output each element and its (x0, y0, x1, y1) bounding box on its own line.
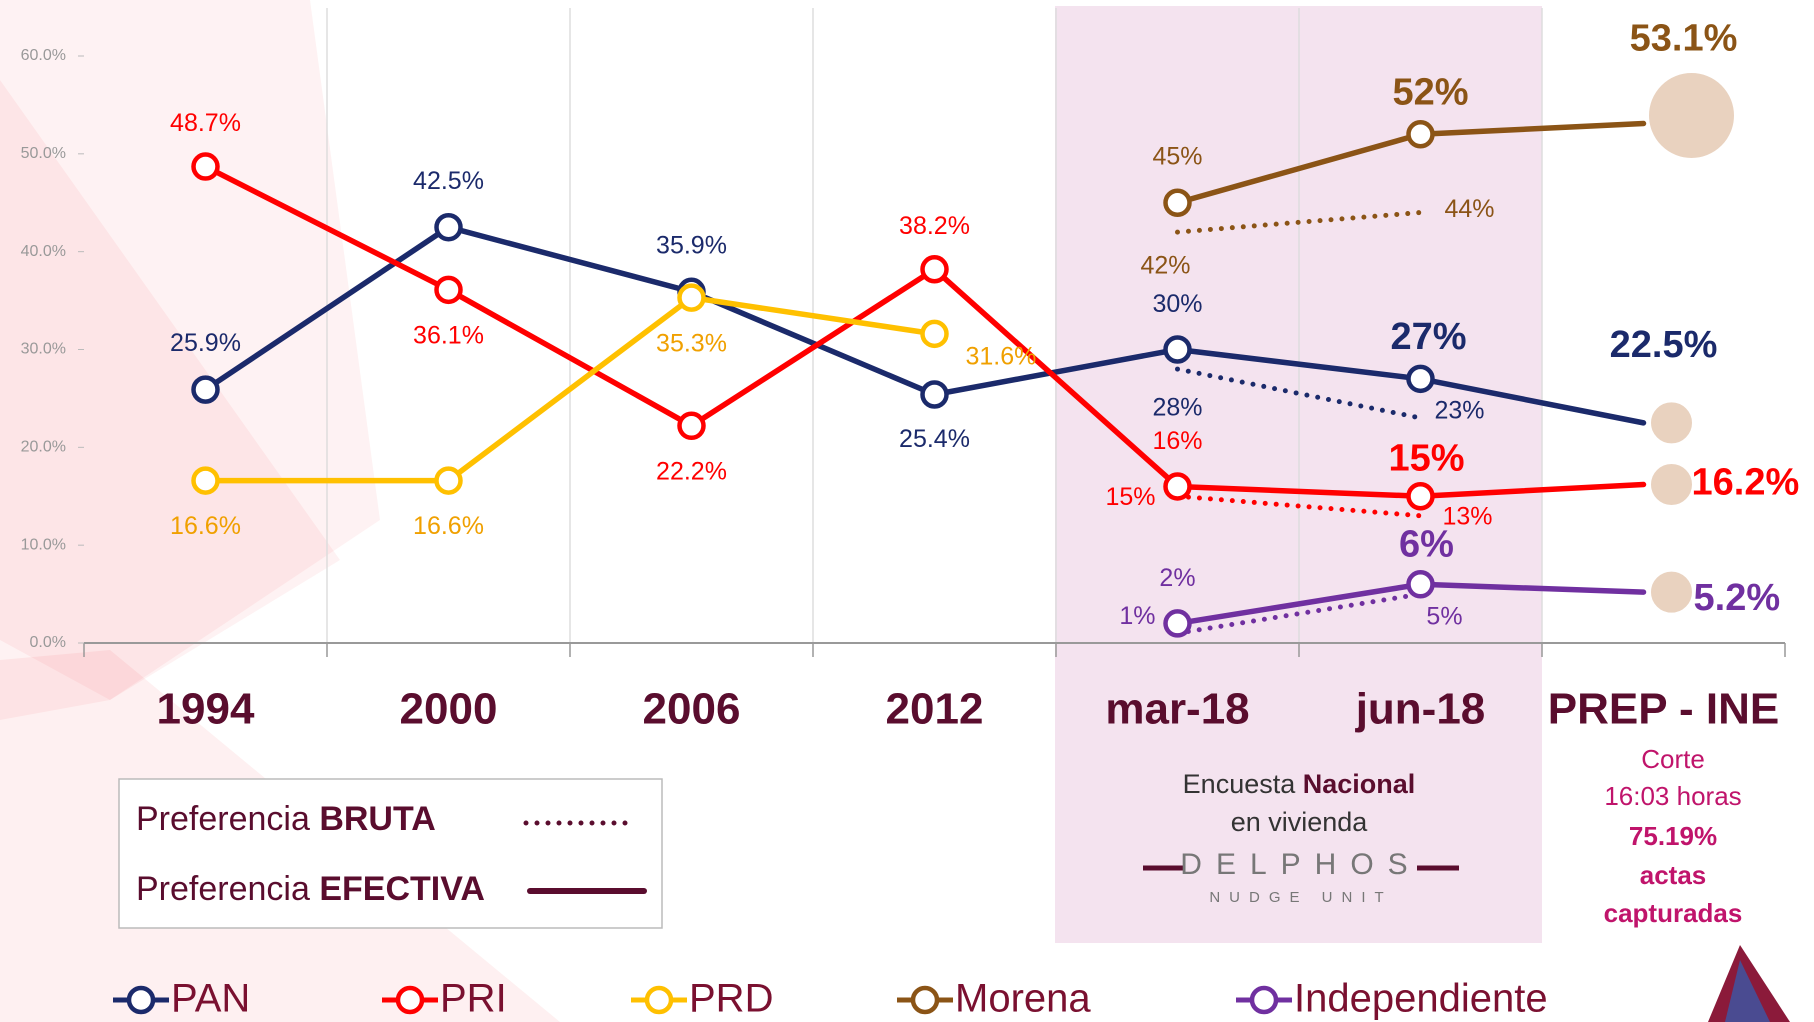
point-marker (437, 278, 461, 302)
prep-note-line: actas (1640, 860, 1707, 890)
x-tick-label: jun-18 (1355, 685, 1486, 734)
candidate-photo (1650, 570, 1694, 614)
brute-value-label: 15% (1105, 483, 1155, 511)
point-marker (1166, 338, 1190, 362)
value-label: 45% (1152, 142, 1202, 170)
chart: 0.0% 10.0% 20.0% 30.0% 40.0% 50.0% 60.0% 1994 20… (0, 0, 1814, 1022)
value-label: 22.2% (656, 457, 727, 485)
brand-sub: NUDGE UNIT (1209, 889, 1392, 906)
value-label: 36.1% (413, 321, 484, 349)
point-marker (923, 257, 947, 281)
style-legend-label: Preferencia EFECTIVA (136, 870, 485, 908)
value-label: 6% (1399, 523, 1454, 565)
brute-value-label: 1% (1119, 602, 1155, 630)
legend-swatch (647, 988, 671, 1012)
point-marker (1409, 367, 1433, 391)
labels: 25.9% 42.5% 35.9% 25.4% 30% 27% 22.5% 28% 23% 48.… (170, 18, 1799, 631)
value-label: 16.6% (170, 512, 241, 540)
value-label: 16.6% (413, 512, 484, 540)
brute-value-label: 44% (1445, 195, 1495, 223)
candidate-photo (1650, 401, 1694, 445)
value-label: 48.7% (170, 109, 241, 137)
point-marker (194, 378, 218, 402)
survey-note: Encuesta Nacional (1183, 769, 1416, 799)
point-marker (1409, 572, 1433, 596)
point-marker (1409, 484, 1433, 508)
point-marker (923, 383, 947, 407)
value-label: 30% (1152, 290, 1202, 318)
y-tick-label: 30.0% (21, 341, 66, 358)
value-label: 27% (1390, 316, 1466, 358)
y-tick-label: 0.0% (30, 634, 66, 651)
point-marker (194, 155, 218, 179)
point-marker (1166, 611, 1190, 635)
brute-value-label: 28% (1152, 394, 1202, 422)
point-marker (1166, 474, 1190, 498)
prep-note-line: 16:03 horas (1604, 781, 1741, 811)
y-tick-label: 20.0% (21, 439, 66, 456)
legend-label: Independiente (1294, 977, 1548, 1021)
legend-swatch (913, 988, 937, 1012)
prep-note: Corte 16:03 horas 75.19% actas capturadas (1604, 744, 1743, 928)
legend-swatch (129, 988, 153, 1012)
page: 0.0% 10.0% 20.0% 30.0% 40.0% 50.0% 60.0% 1994 20… (0, 0, 1814, 1022)
brand: DELPHOS (1180, 848, 1421, 881)
value-label: 42.5% (413, 167, 484, 195)
value-label: 53.1% (1630, 18, 1738, 60)
legend-swatch (1252, 988, 1276, 1012)
y-tick-label: 50.0% (21, 145, 66, 162)
point-marker (680, 286, 704, 310)
legend-label: PAN (171, 977, 250, 1021)
point-marker (194, 469, 218, 493)
y-tick-label: 40.0% (21, 243, 66, 260)
candidate-photo (1648, 72, 1736, 160)
point-marker (1409, 122, 1433, 146)
value-label: 25.4% (899, 425, 970, 453)
x-tick-label: 2006 (643, 685, 741, 734)
x-tick-label: mar-18 (1105, 685, 1249, 734)
prep-note-line: capturadas (1604, 898, 1743, 928)
y-tick-label: 10.0% (21, 536, 66, 553)
value-label: 16.2% (1692, 462, 1800, 504)
candidate-photo (1650, 463, 1694, 507)
point-marker (680, 414, 704, 438)
brute-value-label: 23% (1435, 397, 1485, 425)
survey-note: en vivienda (1231, 807, 1369, 837)
value-label: 5.2% (1694, 577, 1781, 619)
value-label: 35.9% (656, 231, 727, 259)
prep-note-line: Corte (1641, 744, 1705, 774)
y-tick-label: 60.0% (21, 47, 66, 64)
point-marker (1166, 191, 1190, 215)
value-label: 16% (1152, 427, 1202, 455)
value-label: 15% (1388, 437, 1464, 479)
x-tick-label: 2000 (400, 685, 498, 734)
brute-value-label: 42% (1140, 252, 1190, 280)
legend-label: PRI (440, 977, 507, 1021)
value-label: 31.6% (966, 342, 1037, 370)
point-marker (437, 215, 461, 239)
value-label: 22.5% (1610, 324, 1718, 366)
legend-swatch (398, 988, 422, 1012)
x-tick-label: 2012 (886, 685, 984, 734)
x-tick-label: 1994 (157, 685, 255, 734)
legend-label: Morena (955, 977, 1091, 1021)
point-marker (437, 469, 461, 493)
value-label: 2% (1159, 564, 1195, 592)
x-tick-label: PREP - INE (1548, 685, 1779, 734)
style-legend-label: Preferencia BRUTA (136, 800, 436, 838)
point-marker (923, 322, 947, 346)
value-label: 52% (1392, 71, 1468, 113)
value-label: 38.2% (899, 212, 970, 240)
value-label: 35.3% (656, 329, 727, 357)
legend-label: PRD (689, 977, 773, 1021)
value-label: 25.9% (170, 329, 241, 357)
prep-note-line: 75.19% (1629, 821, 1717, 851)
brute-value-label: 5% (1426, 603, 1462, 631)
